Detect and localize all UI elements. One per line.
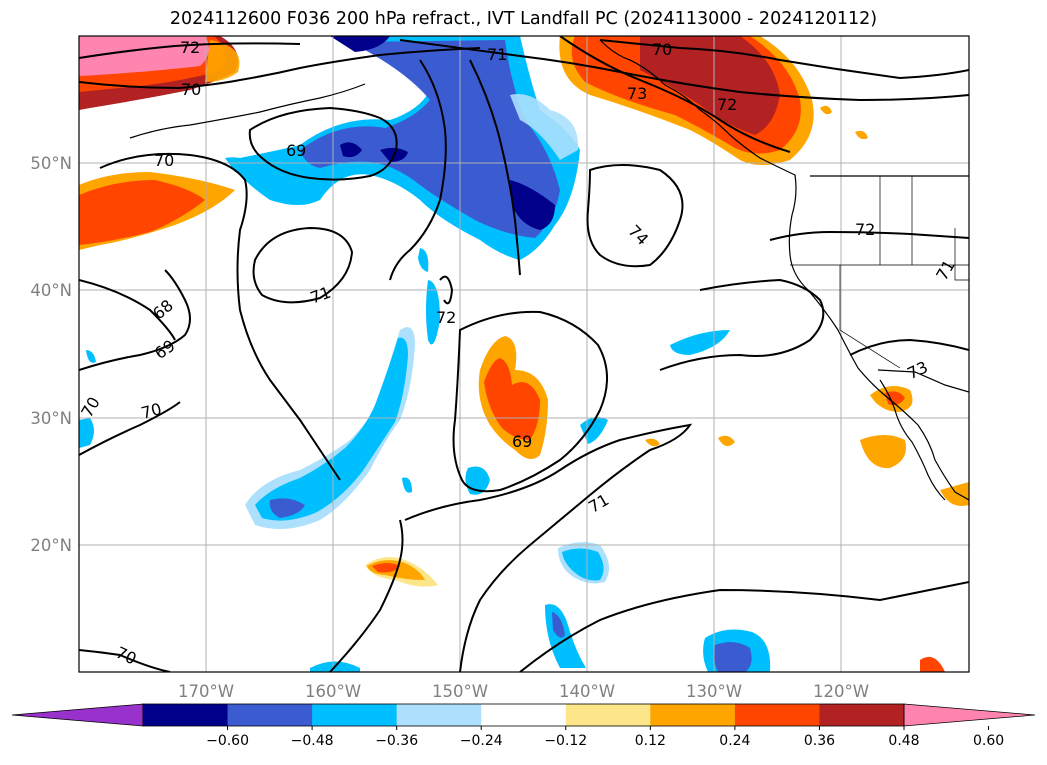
- lat-tick-label: 50°N: [30, 154, 72, 173]
- contour-70-ne: [599, 39, 969, 80]
- colorbar-tick-label: −0.48: [291, 733, 334, 749]
- contour-72-north: [79, 42, 301, 59]
- colorbar-outline: [142, 703, 905, 727]
- colorbar-tick-label: −0.24: [460, 733, 503, 749]
- colorbar-extend-low: [11, 703, 144, 727]
- contour-71-south: [404, 423, 693, 672]
- colorbar-bin: [396, 704, 482, 726]
- contour-label-text: 73: [627, 84, 647, 103]
- colorbar: −0.60 −0.48 −0.36 −0.24 −0.12 0.12 0.24 0.36 0.4…: [11, 703, 1036, 749]
- colorbar-bin: [819, 704, 905, 726]
- lat-axis: 50°N 40°N 30°N 20°N: [30, 154, 72, 555]
- lon-axis: 170°W 160°W 150°W 140°W 130°W 120°W: [178, 682, 869, 701]
- contour-label-text: 69: [286, 141, 306, 160]
- contour-68: [79, 279, 176, 341]
- coastline-baja: [879, 379, 946, 501]
- contour-label-text: 69: [512, 432, 532, 451]
- lon-tick-label: 170°W: [178, 682, 234, 701]
- contour-72-east: [769, 230, 969, 241]
- colorbar-tick-label: −0.12: [544, 733, 587, 749]
- contour-70-south: [79, 649, 171, 672]
- lon-tick-label: 160°W: [305, 682, 361, 701]
- coastline-north-america: [599, 39, 969, 501]
- contour-73-east: [849, 338, 969, 356]
- filled-field-central-blue: [230, 36, 580, 260]
- contour-69: [248, 106, 398, 181]
- colorbar-tick-label: 0.36: [804, 733, 835, 749]
- colorbar-tick-label: 0.60: [973, 733, 1004, 749]
- contour-71-east: [659, 278, 825, 371]
- contour-label: 72: [180, 38, 200, 57]
- border-us-mexico: [877, 369, 969, 393]
- contour-71-loop: [252, 226, 354, 304]
- refractivity-contours: [79, 36, 969, 672]
- lon-tick-label: 130°W: [686, 682, 742, 701]
- contour-label-text: 72: [717, 95, 737, 114]
- contour-label-text: 70: [652, 40, 672, 59]
- contour-label-text: 72: [855, 220, 875, 239]
- contour-70-north: [79, 47, 481, 90]
- colorbar-tick-label: 0.12: [635, 733, 666, 749]
- colorbar-tick-label: −0.60: [206, 733, 249, 749]
- lat-tick-label: 20°N: [30, 536, 72, 555]
- lon-tick-label: 120°W: [813, 682, 869, 701]
- colorbar-bin: [143, 704, 229, 726]
- contour-inner-blue-2: [469, 59, 521, 276]
- contour-73: [559, 36, 791, 153]
- contour-71-north: [399, 39, 969, 102]
- lon-tick-label: 140°W: [559, 682, 615, 701]
- lat-tick-label: 30°N: [30, 409, 72, 428]
- contour-south-east: [519, 581, 969, 672]
- colorbar-tick-label: 0.24: [719, 733, 750, 749]
- colorbar-bin: [650, 704, 736, 726]
- colorbar-tick-label: −0.36: [375, 733, 418, 749]
- coastlines: [129, 39, 969, 501]
- contour-south-west: [329, 519, 404, 672]
- contour-label-text: 70: [181, 80, 201, 99]
- colorbar-bin: [734, 704, 820, 726]
- border-states: [790, 176, 969, 369]
- lon-tick-label: 150°W: [432, 682, 488, 701]
- colorbar-bin: [481, 704, 567, 726]
- filled-field-west-blue: [79, 137, 300, 250]
- contour-label-text: 70: [139, 399, 164, 423]
- coastline-alaska-islands: [129, 83, 366, 139]
- colorbar-tick-label: 0.48: [888, 733, 919, 749]
- contour-label-text: 72: [180, 38, 200, 57]
- contour-70-southwest: [79, 401, 181, 456]
- contour-72-mid: [439, 275, 454, 305]
- contour-inner-blue: [389, 59, 447, 281]
- graticule: [79, 36, 969, 672]
- contour-70-west: [99, 152, 341, 481]
- colorbar-extend-high: [903, 703, 1036, 727]
- contour-69-west: [79, 269, 191, 371]
- contour-label-text: 71: [487, 45, 507, 64]
- contour-69-south: [452, 310, 609, 493]
- colorbar-bin: [227, 704, 313, 726]
- colorbar-bin: [312, 704, 398, 726]
- contour-74: [586, 164, 684, 268]
- map-frame: [78, 35, 970, 673]
- map-panel: 72 70 71 70 73 72 69 70 74 72 71 68 69 7…: [78, 35, 970, 673]
- contour-labels: 72 70 71 70 73 72 69 70 74 72 71 68 69 7…: [79, 38, 959, 669]
- map-title: 2024112600 F036 200 hPa refract., IVT La…: [169, 9, 878, 29]
- colorbar-bin: [565, 704, 651, 726]
- contour-label-text: 72: [436, 308, 456, 327]
- contour-label-text: 70: [154, 151, 174, 170]
- lat-tick-label: 40°N: [30, 281, 72, 300]
